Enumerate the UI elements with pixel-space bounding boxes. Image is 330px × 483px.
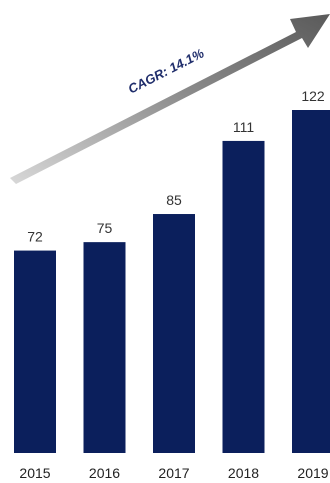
bar-2015 xyxy=(14,250,56,453)
bar-2019 xyxy=(292,110,330,453)
bars-group xyxy=(14,110,330,454)
x-tick-label-2015: 2015 xyxy=(19,465,50,481)
x-tick-label-2019: 2019 xyxy=(297,465,328,481)
value-labels-group: 72 75 85 111 122 xyxy=(27,88,325,245)
x-tick-label-2016: 2016 xyxy=(89,465,120,481)
x-tick-label-2017: 2017 xyxy=(158,465,189,481)
bar-2017 xyxy=(153,214,195,453)
cagr-arrow-icon xyxy=(10,14,330,184)
value-label-2016: 75 xyxy=(97,220,113,236)
cagr-annotation: CAGR: 14.1% xyxy=(10,14,330,184)
x-axis-tick-labels: 2015 2016 2017 2018 2019 xyxy=(19,465,328,481)
bar-2016 xyxy=(83,242,126,453)
value-label-2015: 72 xyxy=(27,229,43,245)
value-label-2017: 85 xyxy=(166,192,182,208)
value-label-2018: 111 xyxy=(233,119,254,135)
x-tick-label-2018: 2018 xyxy=(228,465,259,481)
value-label-2019: 122 xyxy=(301,88,325,104)
bar-2018 xyxy=(222,140,265,454)
